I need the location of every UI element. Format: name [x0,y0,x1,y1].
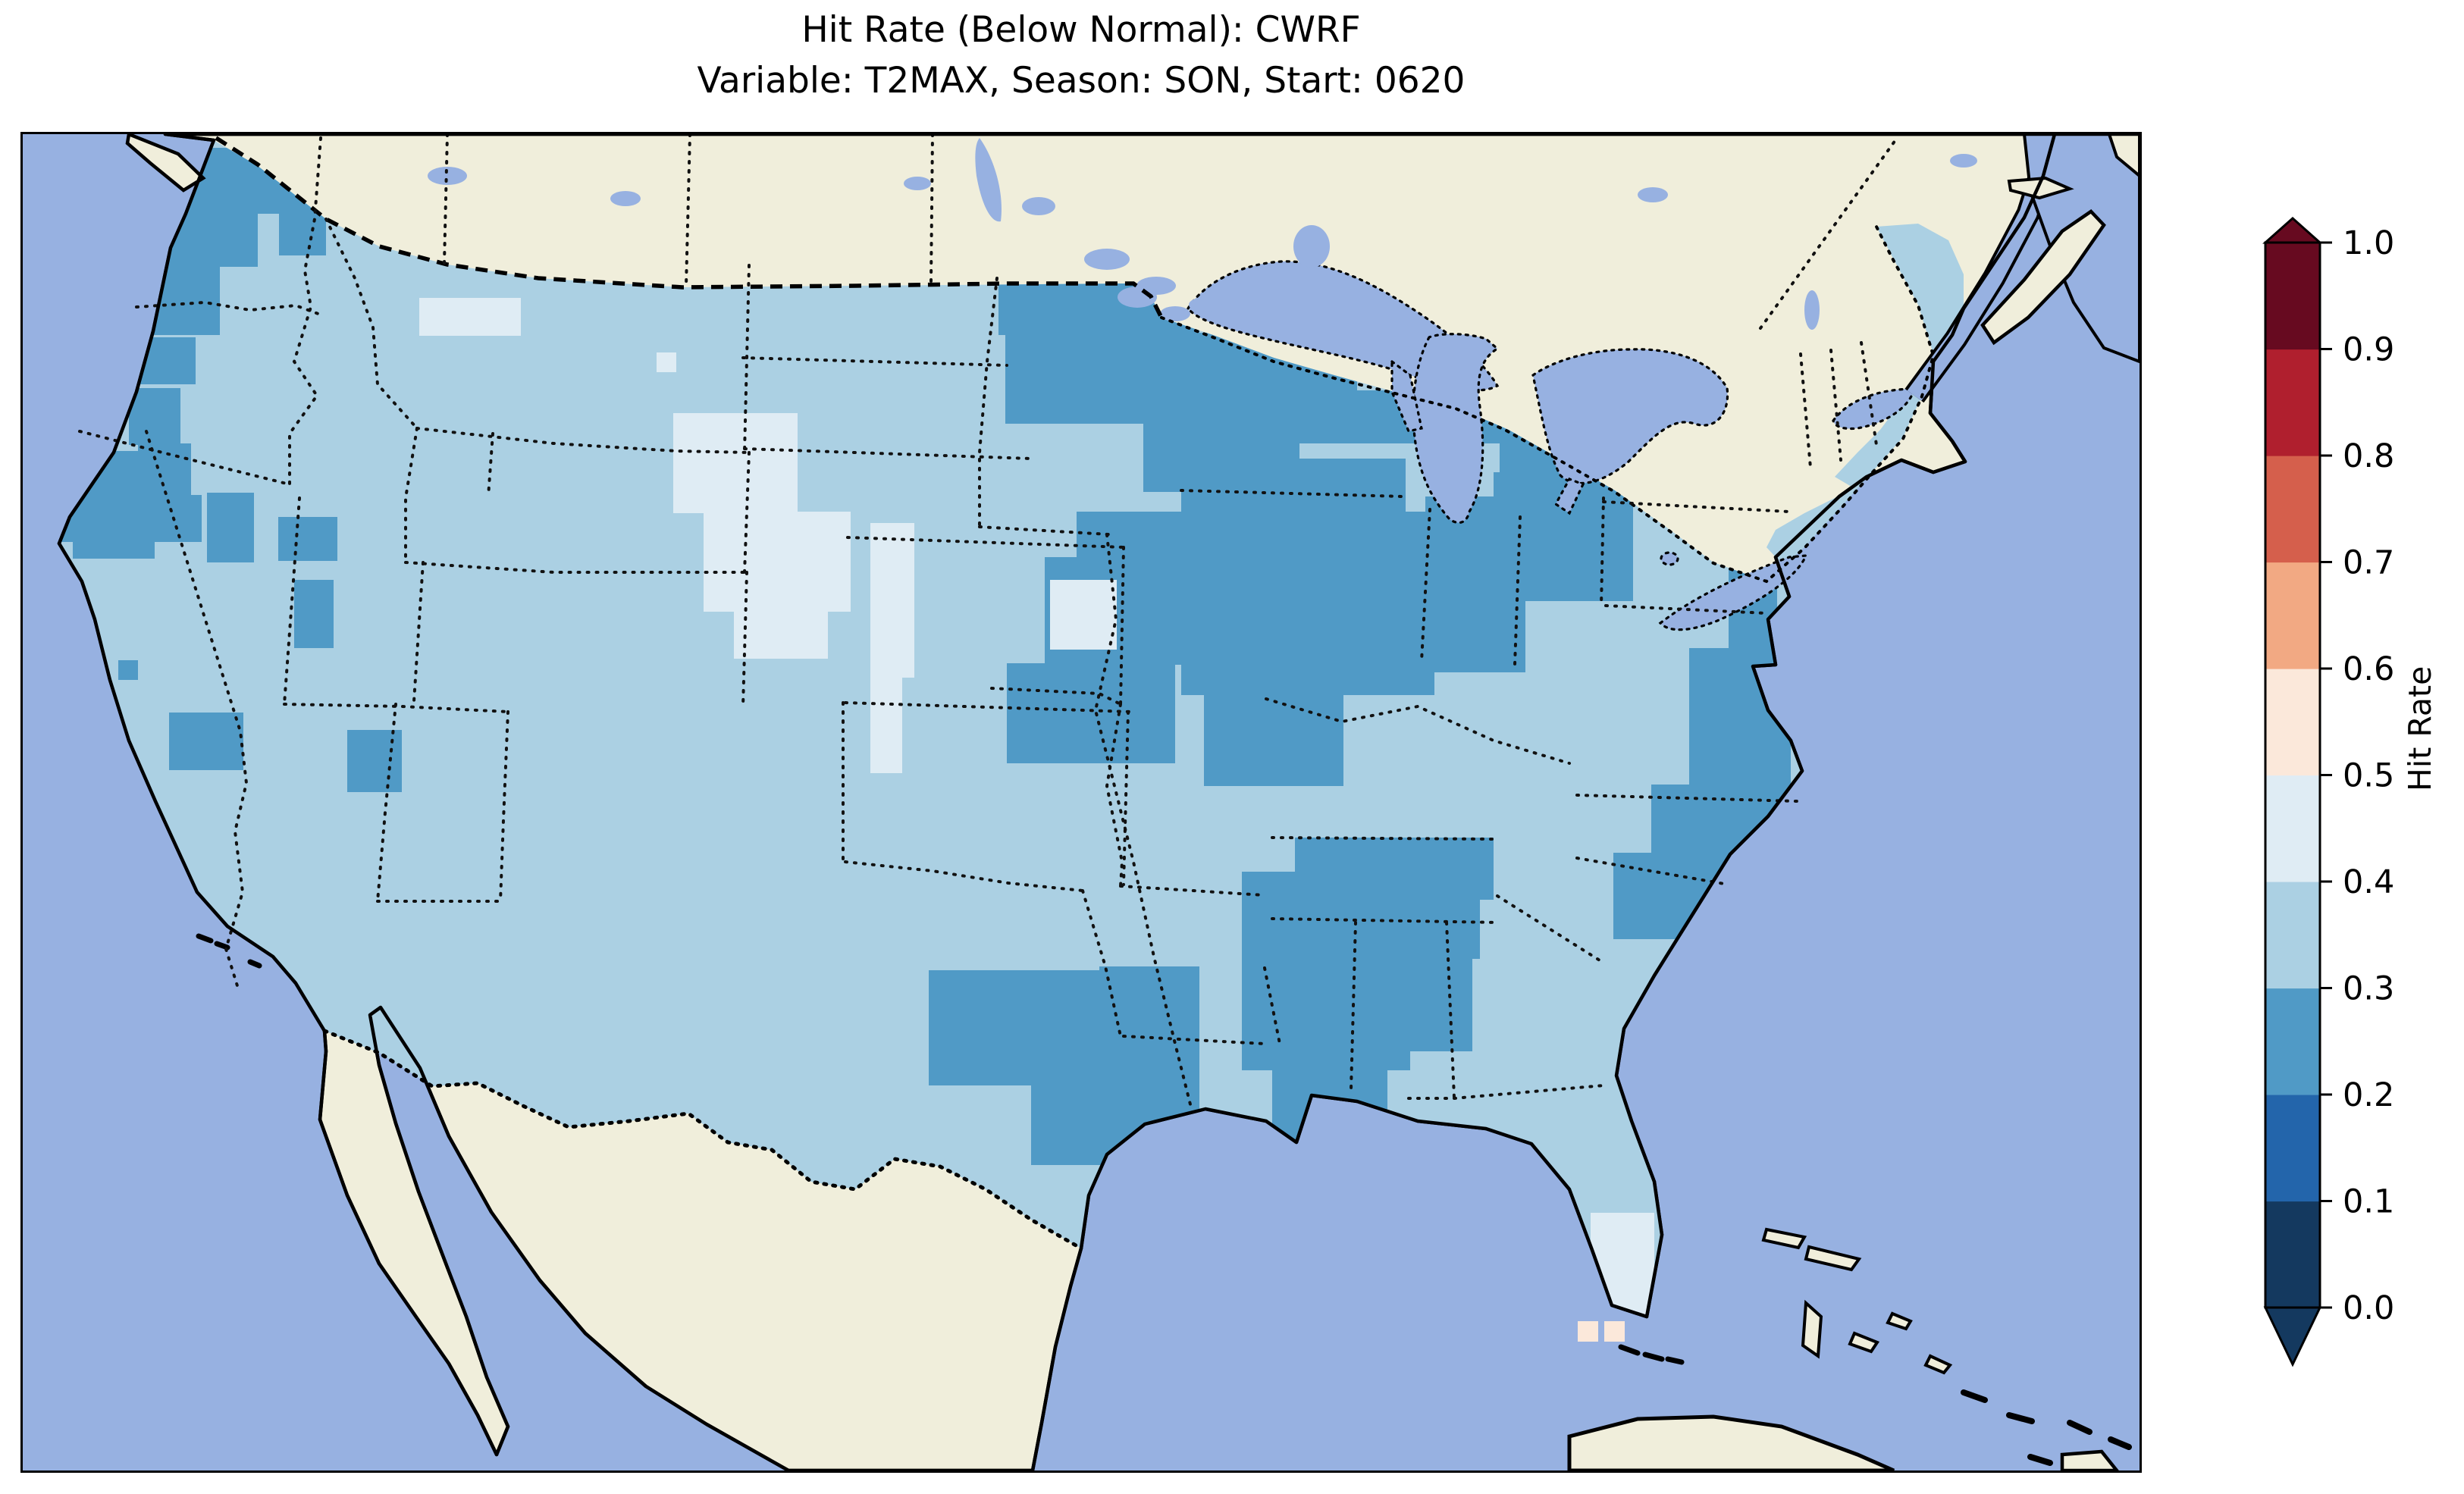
small-canadian-lake [1084,249,1130,270]
small-canadian-lake [1160,306,1190,321]
data-patch-offshore-cell [1604,1321,1625,1342]
colorbar-tick-label: 0.1 [2343,1183,2394,1221]
lake-huron-shape [1531,348,1729,485]
data-patch-west-nebraska-strip [870,523,914,773]
data-patch-offshore-cell [1578,1321,1598,1342]
data-patch-socal-single-cell [118,660,138,680]
lake-ontario-shape [1832,387,1917,431]
small-canadian-lake [428,167,467,185]
cuba-island [1567,1414,1895,1471]
colorbar-tick-label: 0.5 [2343,757,2394,795]
data-patch-central-utah [294,580,334,648]
colorbar-bin-9 [2265,243,2320,350]
data-patch-arizona-new-mexico [347,730,402,792]
colorbar-tick-label: 0.6 [2343,650,2394,688]
title-line-2: Variable: T2MAX, Season: SON, Start: 062… [697,60,1466,102]
colorbar-tick-label: 0.2 [2343,1076,2394,1114]
state-borders [78,134,1897,1106]
us-canada-border-lakes-section [1160,225,1936,584]
small-canadian-lake [1022,197,1055,215]
colorbar-bin-4 [2265,775,2320,882]
colorbar-tick-label: 0.7 [2343,544,2394,582]
colorbar-bin-5 [2265,669,2320,776]
coastline-stroke [57,134,2140,1471]
lake-michigan-shape [1412,333,1500,525]
colorbar-tick-label: 0.8 [2343,437,2394,475]
colorbar-tick-label: 0.4 [2343,863,2394,901]
andros-island [1801,1299,1823,1359]
florida-keys [1618,1344,1685,1365]
colorbar-bin-6 [2265,562,2320,669]
data-patch-ne-texas-arkansas-louisiana [929,966,1199,1165]
small-canadian-lake [904,177,931,190]
colorbar-tick-label: 1.0 [2343,224,2394,262]
colorbar-tick-label: 0.3 [2343,970,2394,1008]
data-patch-central-missouri-light [1050,580,1117,650]
colorbar: 1.0 0.9 0.8 0.7 0.6 0.5 0.4 0.3 0.2 0.1 0.0 [2237,189,2464,1402]
caribbean-small-islands [1961,1389,2132,1466]
title-line-1: Hit Rate (Below Normal): CWRF [801,9,1361,51]
colorbar-bin-1 [2265,1095,2320,1202]
hispaniola-island [2060,1449,2119,1471]
data-patch-north-montana-light [419,298,521,336]
colorbar-bin-2 [2265,988,2320,1095]
map-canvas [23,134,2140,1471]
figure-title: Hit Rate (Below Normal): CWRF Variable: … [23,5,2140,106]
data-patch-southern-sierra-california [169,713,243,770]
channel-islands [196,933,262,969]
bahamas-islands [1761,1227,1953,1375]
data-patch-nw-utah [278,517,337,561]
colorbar-bin-8 [2265,349,2320,456]
us-mexico-border [322,1029,1083,1251]
data-patch-south-dakota-single-cell [657,352,676,372]
colorbar-bin-0 [2265,1201,2320,1308]
small-canadian-lake [1638,187,1668,202]
lake-st-clair-shape [1660,551,1679,566]
colorbar-extend-under-arrow [2263,1306,2322,1367]
colorbar-bin-3 [2265,882,2320,989]
colorbar-tick-label: 0.9 [2343,331,2394,369]
small-canadian-lake [1804,290,1820,330]
lake-winnipeg-shape [975,138,1002,222]
colorbar-axis-label: Hit Rate [2402,666,2438,791]
colorbar-bin-7 [2265,456,2320,563]
colorbar-tick-label: 0.0 [2343,1289,2394,1327]
vancouver-island [125,134,206,193]
colorbar-canvas: 1.0 0.9 0.8 0.7 0.6 0.5 0.4 0.3 0.2 0.1 0.0 [2262,216,2394,1367]
small-canadian-lake [610,191,641,206]
nova-scotia-peninsula [1980,209,2106,346]
colorbar-extend-over-arrow [2262,216,2323,244]
small-canadian-lake [1950,154,1977,168]
small-canadian-lake [1293,225,1330,268]
small-canadian-lake [1189,297,1222,312]
data-patch-montana-wyoming-light [673,413,851,659]
saginaw-bay-shape [1553,477,1585,515]
data-patch-ne-nevada [207,493,254,562]
newfoundland-corner [2107,134,2140,178]
map-axes [20,132,2142,1473]
